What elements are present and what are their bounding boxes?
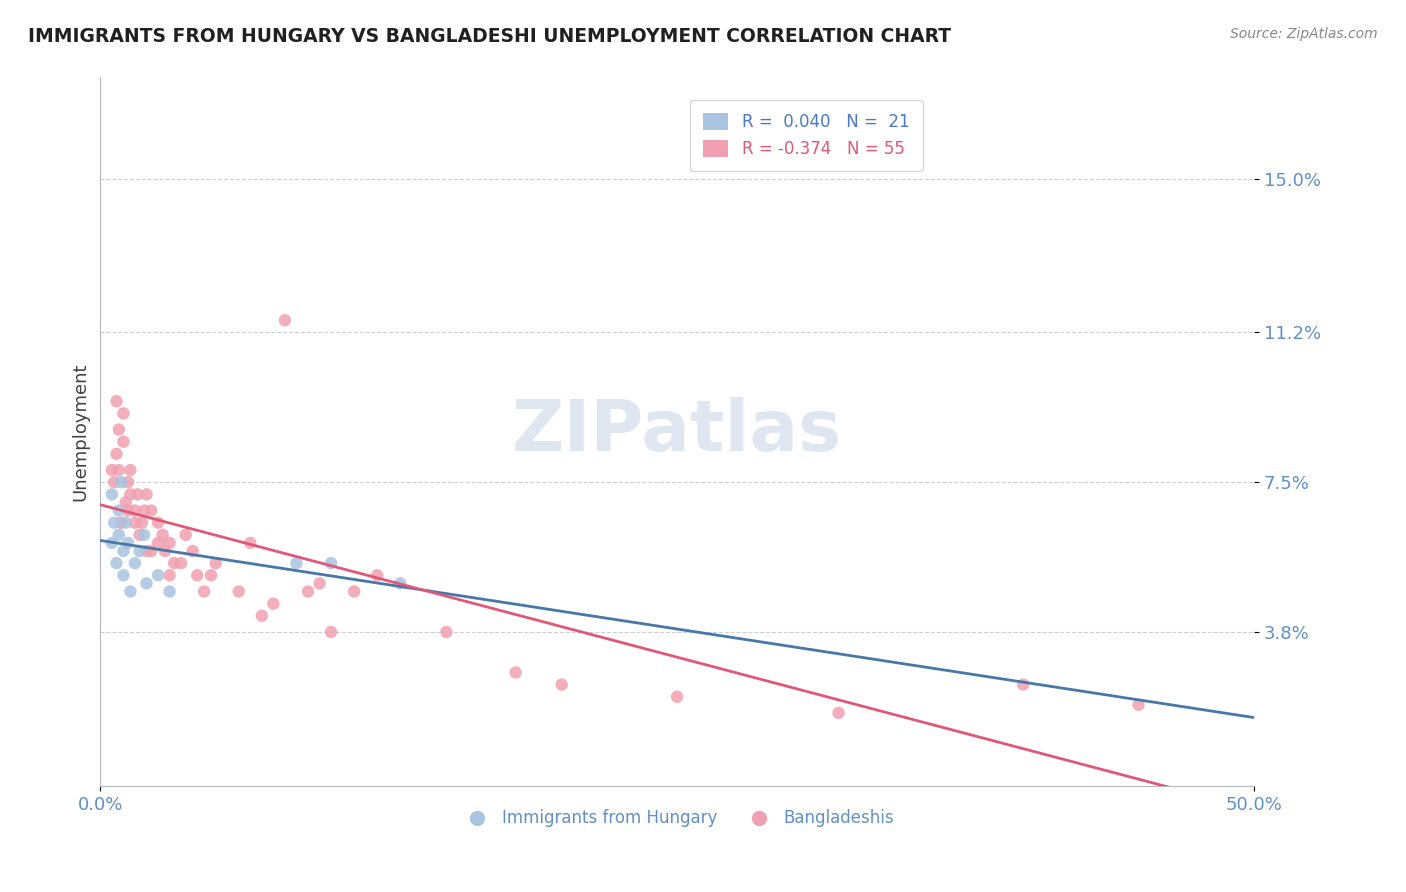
Point xyxy=(250,608,273,623)
Point xyxy=(1128,698,1150,712)
Text: ZIPatlas: ZIPatlas xyxy=(512,397,842,467)
Point xyxy=(134,503,156,517)
Point xyxy=(308,576,330,591)
Point xyxy=(174,528,197,542)
Point xyxy=(343,584,366,599)
Point xyxy=(366,568,388,582)
Point xyxy=(120,463,142,477)
Point xyxy=(204,556,226,570)
Point xyxy=(239,536,262,550)
Point xyxy=(319,556,342,570)
Point xyxy=(135,576,157,591)
Point xyxy=(108,528,131,542)
Point xyxy=(128,528,150,542)
Point xyxy=(127,487,149,501)
Point xyxy=(666,690,689,704)
Point xyxy=(108,463,131,477)
Point xyxy=(101,463,124,477)
Point xyxy=(128,544,150,558)
Point xyxy=(112,406,135,420)
Point xyxy=(505,665,527,680)
Point xyxy=(159,568,181,582)
Point xyxy=(153,544,176,558)
Point xyxy=(163,556,186,570)
Point xyxy=(200,568,222,582)
Point xyxy=(114,495,136,509)
Point xyxy=(112,434,135,449)
Point xyxy=(112,568,135,582)
Point xyxy=(262,597,284,611)
Point xyxy=(117,536,139,550)
Point xyxy=(124,503,146,517)
Point xyxy=(101,487,124,501)
Point xyxy=(1012,677,1035,691)
Point xyxy=(124,516,146,530)
Point xyxy=(117,475,139,490)
Point xyxy=(110,516,132,530)
Point xyxy=(139,544,162,558)
Point xyxy=(135,487,157,501)
Y-axis label: Unemployment: Unemployment xyxy=(72,362,89,501)
Point xyxy=(170,556,193,570)
Point xyxy=(193,584,215,599)
Point xyxy=(101,536,124,550)
Point xyxy=(105,394,128,409)
Point xyxy=(135,544,157,558)
Point xyxy=(124,556,146,570)
Point xyxy=(120,487,142,501)
Point xyxy=(134,528,156,542)
Point xyxy=(146,536,169,550)
Text: Source: ZipAtlas.com: Source: ZipAtlas.com xyxy=(1230,27,1378,41)
Point xyxy=(152,528,174,542)
Point xyxy=(105,556,128,570)
Point xyxy=(159,584,181,599)
Point xyxy=(285,556,308,570)
Point xyxy=(827,706,849,720)
Point xyxy=(319,624,342,639)
Point xyxy=(117,503,139,517)
Point xyxy=(274,313,297,327)
Point xyxy=(108,503,131,517)
Point xyxy=(146,516,169,530)
Point xyxy=(103,516,125,530)
Point xyxy=(146,568,169,582)
Point xyxy=(551,677,574,691)
Point xyxy=(389,576,412,591)
Point xyxy=(139,503,162,517)
Point xyxy=(434,624,457,639)
Point xyxy=(112,544,135,558)
Point xyxy=(120,584,142,599)
Text: IMMIGRANTS FROM HUNGARY VS BANGLADESHI UNEMPLOYMENT CORRELATION CHART: IMMIGRANTS FROM HUNGARY VS BANGLADESHI U… xyxy=(28,27,952,45)
Point xyxy=(110,475,132,490)
Point xyxy=(186,568,208,582)
Point xyxy=(159,536,181,550)
Point xyxy=(131,516,153,530)
Point xyxy=(228,584,250,599)
Legend: Immigrants from Hungary, Bangladeshis: Immigrants from Hungary, Bangladeshis xyxy=(453,803,901,834)
Point xyxy=(105,447,128,461)
Point xyxy=(297,584,319,599)
Point xyxy=(103,475,125,490)
Point xyxy=(108,423,131,437)
Point xyxy=(114,516,136,530)
Point xyxy=(181,544,204,558)
